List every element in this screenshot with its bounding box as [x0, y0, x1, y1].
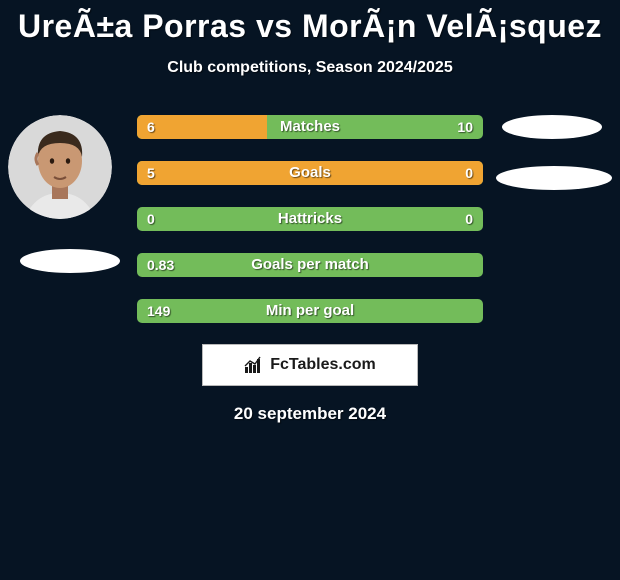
stat-label: Goals: [137, 161, 483, 185]
stat-label: Min per goal: [137, 299, 483, 323]
player-left-placeholder-icon: [20, 249, 120, 273]
stat-label: Matches: [137, 115, 483, 139]
watermark-text: FcTables.com: [270, 356, 376, 374]
infographic-date: 20 september 2024: [0, 404, 620, 424]
bar-chart-icon: [244, 355, 264, 375]
stat-row: 50Goals: [137, 161, 483, 185]
stat-label: Hattricks: [137, 207, 483, 231]
stat-row: 149Min per goal: [137, 299, 483, 323]
stat-row: 00Hattricks: [137, 207, 483, 231]
comparison-infographic: UreÃ±a Porras vs MorÃ¡n VelÃ¡squez Club …: [0, 0, 620, 580]
stat-row: 0.83Goals per match: [137, 253, 483, 277]
player-left-avatar: [8, 115, 112, 219]
avatar-eye-right: [66, 158, 70, 164]
page-title: UreÃ±a Porras vs MorÃ¡n VelÃ¡squez: [0, 0, 620, 45]
stat-row: 610Matches: [137, 115, 483, 139]
avatar-icon: [8, 115, 112, 219]
stat-bars: 610Matches 50Goals 00Hattricks 0.83Goals pe…: [137, 115, 483, 345]
avatar-eye-left: [50, 158, 54, 164]
player-right-placeholder-1-icon: [502, 115, 602, 139]
player-right-placeholder-2-icon: [496, 166, 612, 190]
stat-label: Goals per match: [137, 253, 483, 277]
page-subtitle: Club competitions, Season 2024/2025: [0, 59, 620, 77]
fctables-watermark: FcTables.com: [202, 344, 418, 386]
